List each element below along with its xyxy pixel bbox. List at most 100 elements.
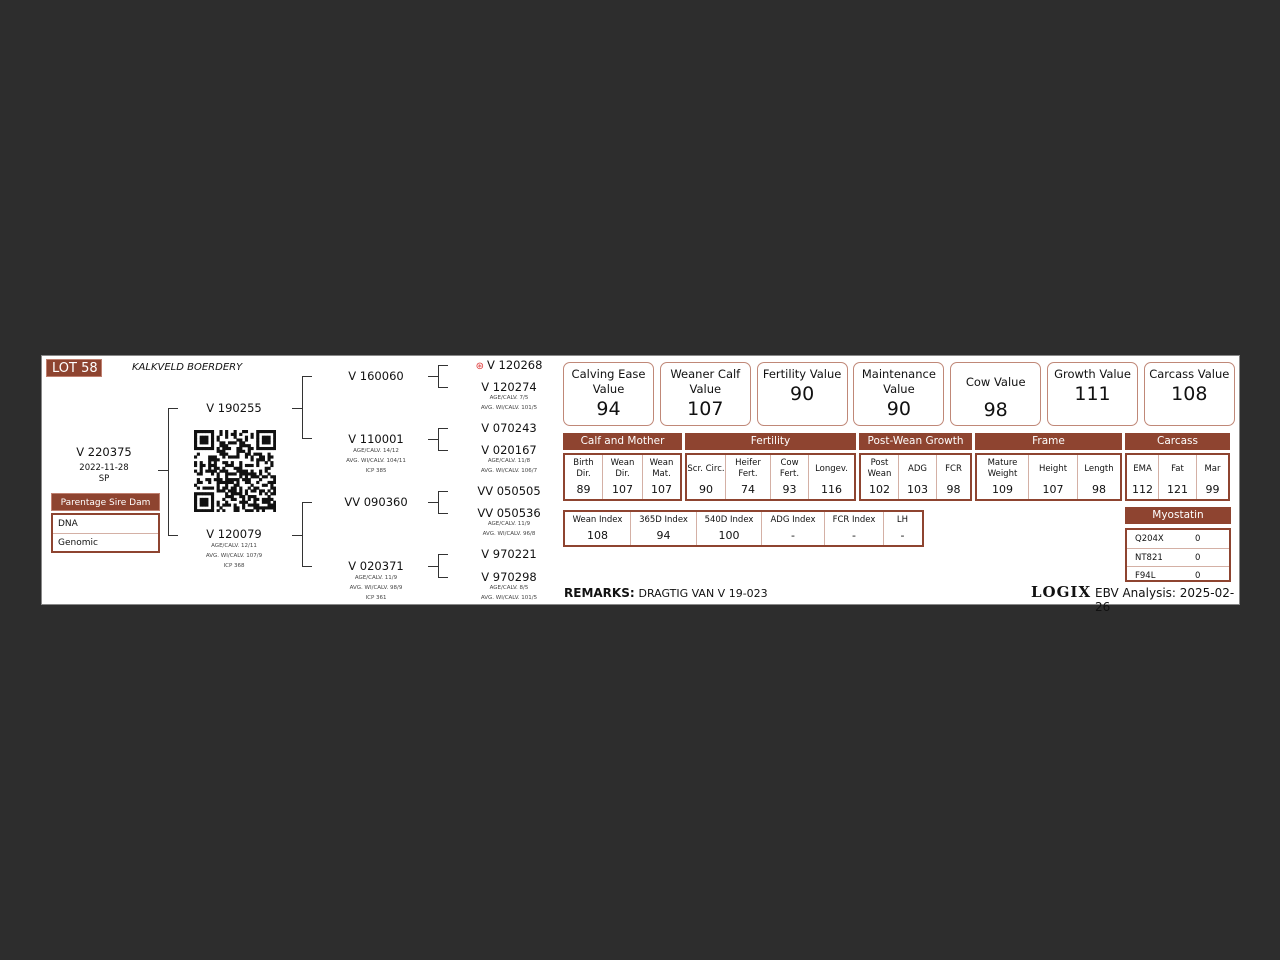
ebv-cell: Fat 121 bbox=[1159, 455, 1197, 499]
value-number: 107 bbox=[687, 398, 724, 420]
value-box: Maintenance Value 90 bbox=[853, 362, 945, 426]
ebv-label: Mature Weight bbox=[987, 458, 1018, 479]
pedigree-connector bbox=[428, 502, 438, 503]
lot-badge: LOT 58 bbox=[46, 359, 102, 377]
pedigree-connector bbox=[438, 554, 448, 555]
value-label: Weaner Calf Value bbox=[670, 367, 741, 396]
value-label: Fertility Value bbox=[762, 367, 842, 381]
ebv-label: Birth Dir. bbox=[573, 458, 594, 479]
remarks: REMARKS: DRAGTIG VAN V 19-023 bbox=[564, 586, 768, 600]
myostatin-gene: Q204X bbox=[1135, 534, 1164, 544]
gen3-ancestor: V 070243 bbox=[481, 422, 536, 435]
sire-id: V 190255 bbox=[206, 401, 262, 415]
gen3-ancestor-details: AGE/CALV. 8/5 AVG. WI/CALV. 101/5 bbox=[480, 585, 538, 601]
group-table bbox=[975, 453, 1122, 501]
index-cell: ADG Index - bbox=[762, 512, 825, 545]
pedigree-connector bbox=[168, 535, 178, 536]
ebv-label: Fat bbox=[1171, 463, 1184, 474]
pedigree-connector bbox=[428, 439, 438, 440]
pedigree-connector bbox=[438, 428, 439, 451]
value-box: Weaner Calf Value 107 bbox=[659, 362, 751, 426]
group-header: Carcass bbox=[1125, 433, 1230, 450]
value-label: Carcass Value bbox=[1149, 367, 1230, 381]
value-box: Cow Value 98 bbox=[950, 362, 1042, 426]
ebv-cell: Birth Dir. 89 bbox=[565, 455, 603, 499]
gen3-ancestor: ⊛ V 120268 bbox=[476, 359, 543, 373]
ebv-value: 102 bbox=[869, 483, 890, 496]
gen2-ancestor-details: AGE/CALV. 11/9 AVG. WI/CALV. 98/9 ICP 361 bbox=[349, 575, 403, 601]
pedigree-connector bbox=[438, 577, 448, 578]
index-cell: LH - bbox=[884, 512, 921, 545]
ebv-label: Scr. Circ. bbox=[687, 463, 725, 474]
index-cell: 540D Index 100 bbox=[697, 512, 762, 545]
index-table bbox=[563, 510, 924, 547]
ebv-value: 98 bbox=[946, 483, 961, 496]
pedigree-connector bbox=[438, 450, 448, 451]
index-value: 108 bbox=[587, 529, 608, 542]
gen3-ancestor: VV 050536 bbox=[477, 507, 540, 520]
ebv-label: Post Wean bbox=[867, 458, 892, 479]
ebv-label: Longev. bbox=[815, 463, 848, 474]
gen3-ancestor-id: V 120274 bbox=[481, 380, 537, 394]
myostatin-value: 0 bbox=[1195, 534, 1201, 544]
pedigree-connector bbox=[302, 502, 303, 567]
parentage-row-genomic: Genomic bbox=[53, 533, 158, 551]
ebv-value: 99 bbox=[1205, 483, 1220, 496]
gen3-ancestor: V 120274 bbox=[481, 381, 536, 394]
ebv-label: Heifer Fert. bbox=[735, 458, 761, 479]
ebv-label: Length bbox=[1084, 463, 1114, 474]
myostatin-header: Myostatin bbox=[1125, 507, 1231, 524]
parentage-row-dna: DNA bbox=[58, 519, 78, 529]
ebv-value: 93 bbox=[782, 483, 797, 496]
gen3-ancestor-id: V 120268 bbox=[486, 358, 543, 372]
index-cell: Wean Index 108 bbox=[565, 512, 631, 545]
gen3-ancestor: V 970298 bbox=[481, 571, 536, 584]
index-cell: FCR Index - bbox=[825, 512, 884, 545]
pedigree-connector bbox=[168, 408, 169, 536]
index-cell: 365D Index 94 bbox=[631, 512, 697, 545]
ebv-cell: ADG 103 bbox=[899, 455, 937, 499]
genomic-badge-icon: ⊛ bbox=[475, 361, 484, 372]
value-number: 108 bbox=[1171, 383, 1208, 405]
qr-code[interactable] bbox=[194, 430, 276, 512]
ebv-cell: Height 107 bbox=[1029, 455, 1078, 499]
animal-tag: SP bbox=[98, 474, 110, 484]
value-number: 98 bbox=[983, 399, 1008, 421]
ebv-value: 116 bbox=[821, 483, 842, 496]
pedigree-connector bbox=[168, 408, 178, 409]
pedigree-connector bbox=[438, 428, 448, 429]
gen3-ancestor-id: V 970221 bbox=[481, 547, 537, 561]
pedigree-connector bbox=[302, 566, 312, 567]
pedigree-connector bbox=[428, 566, 438, 567]
index-value: 100 bbox=[718, 529, 740, 542]
ebv-label: FCR bbox=[945, 463, 962, 474]
pedigree-connector bbox=[302, 438, 312, 439]
ebv-analysis-date: EBV Analysis: 2025-02-26 bbox=[1095, 586, 1235, 614]
pedigree-connector bbox=[302, 376, 312, 377]
group-table bbox=[685, 453, 856, 501]
pedigree-connector bbox=[438, 554, 439, 578]
ebv-value: 109 bbox=[992, 483, 1013, 496]
pedigree-connector bbox=[438, 365, 448, 366]
value-label: Calving Ease Value bbox=[571, 367, 646, 396]
myostatin-row: Q204X 0 bbox=[1127, 530, 1229, 548]
pedigree-connector bbox=[302, 502, 312, 503]
group-header: Fertility bbox=[685, 433, 856, 450]
gen3-ancestor-id: V 070243 bbox=[481, 421, 537, 435]
index-value: 94 bbox=[656, 529, 671, 542]
index-label: 365D Index bbox=[639, 515, 688, 525]
ebv-cell: Heifer Fert. 74 bbox=[726, 455, 771, 499]
gen2-ancestor-details: AGE/CALV. 14/12 AVG. WI/CALV. 104/11 ICP 3… bbox=[346, 448, 406, 474]
gen3-ancestor: V 970221 bbox=[481, 548, 536, 561]
ebv-value: 90 bbox=[699, 483, 713, 496]
myostatin-gene: NT821 bbox=[1135, 553, 1163, 563]
value-box: Carcass Value 108 bbox=[1143, 362, 1235, 426]
value-number: 94 bbox=[596, 398, 621, 420]
value-box: Fertility Value 90 bbox=[756, 362, 848, 426]
value-number: 111 bbox=[1074, 383, 1111, 405]
ebv-value: 89 bbox=[576, 483, 591, 496]
pedigree-connector bbox=[438, 491, 448, 492]
ebv-label: Mar bbox=[1204, 463, 1221, 474]
value-number: 90 bbox=[886, 398, 911, 420]
gen3-ancestor: VV 050505 bbox=[477, 485, 540, 498]
